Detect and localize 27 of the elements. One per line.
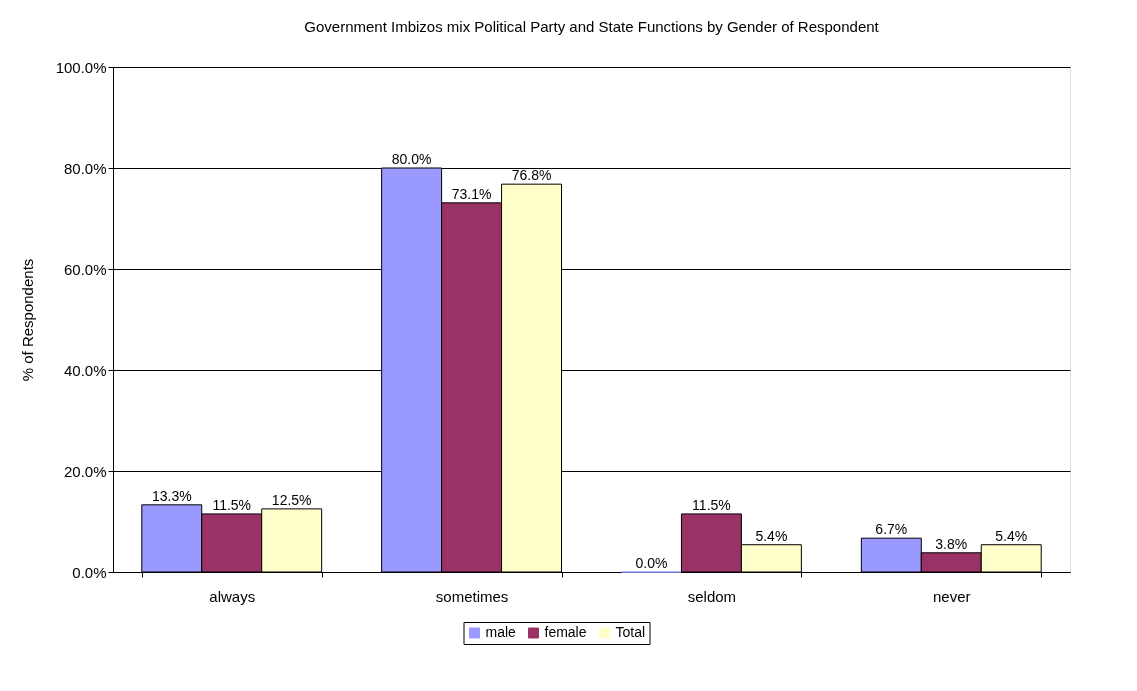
y-axis-title: % of Respondents xyxy=(18,258,36,382)
y-tick-label: 40.0% xyxy=(63,361,107,379)
data-label: 80.0% xyxy=(391,151,432,167)
data-label: 11.5% xyxy=(212,496,252,513)
data-label: 6.7% xyxy=(875,521,908,538)
data-label: 5.4% xyxy=(755,527,788,544)
legend-label: female xyxy=(544,624,587,640)
y-tick-label: 0.0% xyxy=(72,563,107,581)
data-label: 13.3% xyxy=(151,487,192,504)
x-tick-label: sometimes xyxy=(435,587,509,605)
x-tick-label: never xyxy=(933,587,971,605)
data-label: 76.8% xyxy=(511,167,552,184)
data-label: 11.5% xyxy=(692,496,731,513)
y-tick-label: 60.0% xyxy=(63,260,107,278)
data-label: 73.1% xyxy=(451,185,492,202)
data-label: 12.5% xyxy=(271,491,312,508)
legend-label: Total xyxy=(615,624,646,640)
x-tick-label: seldom xyxy=(687,587,737,605)
chart-title: Government Imbizos mix Political Party and State Functions by Gender of Respondent xyxy=(304,18,880,35)
y-tick-label: 20.0% xyxy=(63,462,107,480)
legend-label: male xyxy=(485,624,517,640)
data-label: 0.0% xyxy=(635,555,668,571)
data-label: 5.4% xyxy=(995,527,1028,544)
y-tick-label: 80.0% xyxy=(63,159,107,177)
data-label: 3.8% xyxy=(935,535,968,552)
y-tick-label: 100.0% xyxy=(55,58,107,76)
x-tick-label: always xyxy=(209,587,256,605)
